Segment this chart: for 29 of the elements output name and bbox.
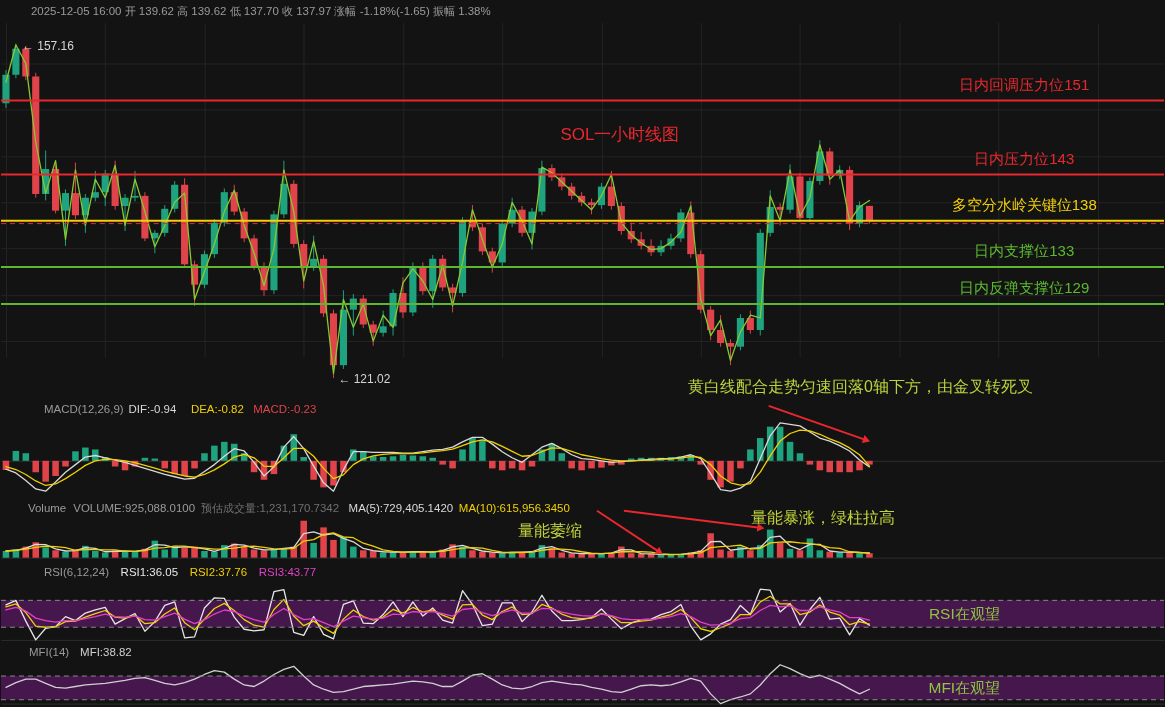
chart-title: MACD(12,26,9) bbox=[43, 402, 124, 415]
ref-line-label: 日内支撑位133 bbox=[974, 242, 1075, 260]
annotation: 量能暴涨，绿柱拉高 bbox=[750, 508, 895, 526]
text: RSI3:43.77 bbox=[258, 565, 317, 578]
chart-title: Volume bbox=[27, 501, 67, 514]
annotation: ← 121.02 bbox=[338, 371, 391, 386]
text: SOL一小时线图 bbox=[560, 125, 680, 145]
text: MACD:-0.23 bbox=[253, 402, 317, 415]
text: DIF:-0.94 bbox=[128, 402, 177, 415]
text: VOLUME:925,088.0100 bbox=[73, 501, 196, 514]
text: RSI1:36.05 bbox=[120, 565, 179, 578]
chart-title: RSI(6,12,24) bbox=[43, 565, 110, 578]
ref-line-label: 日内回调压力位151 bbox=[959, 75, 1090, 93]
text: 预估成交量:1,231,170.7342 bbox=[201, 501, 340, 514]
ref-line-label: 多空分水岭关键位138 bbox=[951, 195, 1097, 213]
annotation: ← 157.16 bbox=[21, 38, 75, 53]
text: DEA:-0.82 bbox=[190, 402, 244, 415]
annotation: 黄白线配合走势匀速回落0轴下方，由金叉转死叉 bbox=[688, 377, 1033, 395]
ref-line-label: 日内反弹支撑位129 bbox=[959, 279, 1090, 297]
text: MFI:38.82 bbox=[80, 646, 132, 659]
text: RSI在观望 bbox=[928, 604, 1000, 622]
chart-title: MFI(14) bbox=[28, 646, 70, 659]
annotation: 量能萎缩 bbox=[518, 521, 583, 539]
text: MA(5):729,405.1420 bbox=[348, 501, 454, 514]
ref-line-label: 日内压力位143 bbox=[974, 149, 1075, 167]
text: MFI在观望 bbox=[928, 679, 1001, 697]
text: RSI2:37.76 bbox=[189, 565, 248, 578]
chart-subtitle: 2025-12-05 16:00 开 139.62 高 139.62 低 137.70 收 137.97 涨幅 -1.18%(-1.65) 振幅 1.38% bbox=[30, 4, 491, 17]
text: MA(10):615,956.3450 bbox=[458, 501, 570, 514]
